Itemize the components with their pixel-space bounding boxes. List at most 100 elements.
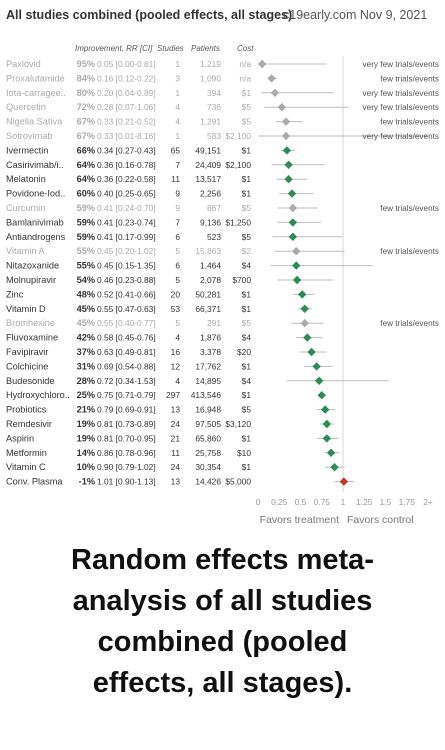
row-cost: n/a xyxy=(239,73,251,83)
effect-diamond xyxy=(315,376,324,385)
row-patients: 3,378 xyxy=(200,347,221,357)
row-cost: $4 xyxy=(242,333,252,343)
effect-diamond xyxy=(292,261,301,270)
x-tick-label: 0.75 xyxy=(314,497,331,507)
row-improvement: 31% xyxy=(77,361,95,371)
row-studies: 11 xyxy=(171,448,180,458)
row-patients: 2,256 xyxy=(200,189,221,199)
row-patients: 2,078 xyxy=(200,275,221,285)
row-studies: 3 xyxy=(175,73,180,83)
row-studies: 1 xyxy=(175,131,180,141)
x-tick-label: 1.25 xyxy=(356,497,373,507)
row-improvement: 72% xyxy=(77,102,95,112)
row-cost: $5,000 xyxy=(225,477,251,487)
row-rr: 0.55 [0.40-0.77] xyxy=(97,318,156,328)
row-rr: 0.55 [0.47-0.63] xyxy=(97,304,156,314)
row-studies: 4 xyxy=(175,333,180,343)
x-tick-label: 1.5 xyxy=(380,497,392,507)
caption-line: Random effects meta- xyxy=(71,544,374,576)
row-rr: 0.58 [0.45-0.76] xyxy=(97,333,156,343)
row-rr: 0.16 [0.12-0.22] xyxy=(97,73,156,83)
row-patients: 1,464 xyxy=(200,261,221,271)
row-improvement: 25% xyxy=(77,390,95,400)
row-name: Povidone-Iod.. xyxy=(6,189,65,199)
row-name: Nitazoxanide xyxy=(6,261,59,271)
row-studies: 11 xyxy=(171,174,180,184)
row-rr: 0.63 [0.49-0.81] xyxy=(97,347,156,357)
row-note: few trials/events xyxy=(380,319,439,328)
row-name: Ivermectin xyxy=(6,145,48,155)
row-rr: 1.01 [0.90-1.13] xyxy=(97,477,156,487)
row-studies: 9 xyxy=(175,189,180,199)
row-rr: 0.46 [0.23-0.88] xyxy=(97,275,156,285)
row-improvement: 67% xyxy=(77,117,95,127)
row-cost: $1 xyxy=(242,289,252,299)
row-patients: 9,136 xyxy=(200,217,221,227)
row-cost: $20 xyxy=(237,347,251,357)
row-patients: 50,281 xyxy=(195,289,221,299)
column-header: Cost xyxy=(237,44,254,53)
effect-diamond xyxy=(292,275,302,285)
effect-diamond xyxy=(281,131,291,141)
row-rr: 0.79 [0.69-0.91] xyxy=(97,405,156,415)
row-improvement: 60% xyxy=(77,189,95,199)
row-improvement: 55% xyxy=(77,246,95,256)
row-studies: 13 xyxy=(171,405,181,415)
row-studies: 4 xyxy=(175,376,180,386)
row-rr: 0.20 [0.04-0.89] xyxy=(97,88,156,98)
chart-card: All studies combined (pooled effects, al… xyxy=(6,8,439,525)
row-improvement: 59% xyxy=(77,232,95,242)
row-cost: $2,100 xyxy=(225,131,251,141)
row-name: Vitamin D xyxy=(6,304,46,314)
row-cost: $5 xyxy=(242,232,252,242)
effect-diamond xyxy=(300,319,309,328)
row-cost: $1 xyxy=(242,145,252,155)
row-rr: 0.05 [0.00-0.81] xyxy=(97,59,156,69)
row-studies: 5 xyxy=(175,246,180,256)
effect-diamond xyxy=(277,103,286,112)
chart-title: All studies combined (pooled effects, al… xyxy=(6,8,293,22)
row-rr: 0.86 [0.78-0.96] xyxy=(97,448,156,458)
row-name: Bromhexine xyxy=(6,318,55,328)
row-patients: 14,895 xyxy=(195,376,221,386)
column-header: Patients xyxy=(191,44,220,53)
row-cost: $1 xyxy=(242,433,252,443)
row-studies: 297 xyxy=(166,390,180,400)
row-name: Hydroxychloro.. xyxy=(6,390,70,400)
row-improvement: 95% xyxy=(77,59,95,69)
row-improvement: 66% xyxy=(77,145,95,155)
row-rr: 0.45 [0.20-1.02] xyxy=(97,246,156,256)
row-cost: $700 xyxy=(232,275,251,285)
row-rr: 0.90 [0.79-1.02] xyxy=(97,462,156,472)
row-patients: 291 xyxy=(207,318,221,328)
row-studies: 24 xyxy=(171,462,181,472)
effect-diamond xyxy=(303,333,312,342)
row-studies: 4 xyxy=(175,117,180,127)
row-studies: 53 xyxy=(171,304,181,314)
effect-diamond xyxy=(322,419,332,429)
row-improvement: 48% xyxy=(77,289,95,299)
row-note: few trials/events xyxy=(380,74,439,83)
row-improvement: 37% xyxy=(77,347,95,357)
row-improvement: 59% xyxy=(77,217,95,227)
row-rr: 0.41 [0.24-0.70] xyxy=(97,203,156,213)
row-improvement: 10% xyxy=(77,462,95,472)
row-studies: 6 xyxy=(175,261,180,271)
row-rr: 0.81 [0.70-0.95] xyxy=(97,433,156,443)
row-note: few trials/events xyxy=(380,118,439,127)
row-studies: 1 xyxy=(175,59,180,69)
row-studies: 20 xyxy=(171,289,181,299)
effect-diamond xyxy=(284,175,293,184)
row-studies: 4 xyxy=(175,102,180,112)
row-studies: 13 xyxy=(171,477,181,487)
row-patients: 583 xyxy=(207,131,221,141)
row-note: few trials/events xyxy=(380,204,439,213)
x-tick-label: 0.5 xyxy=(295,497,307,507)
effect-diamond xyxy=(298,290,307,299)
effect-diamond xyxy=(288,232,298,241)
effect-diamond xyxy=(320,405,330,414)
effect-diamond xyxy=(288,218,298,227)
row-cost: $4 xyxy=(242,376,252,386)
row-patients: 523 xyxy=(207,232,221,242)
row-name: Zinc xyxy=(6,289,24,299)
